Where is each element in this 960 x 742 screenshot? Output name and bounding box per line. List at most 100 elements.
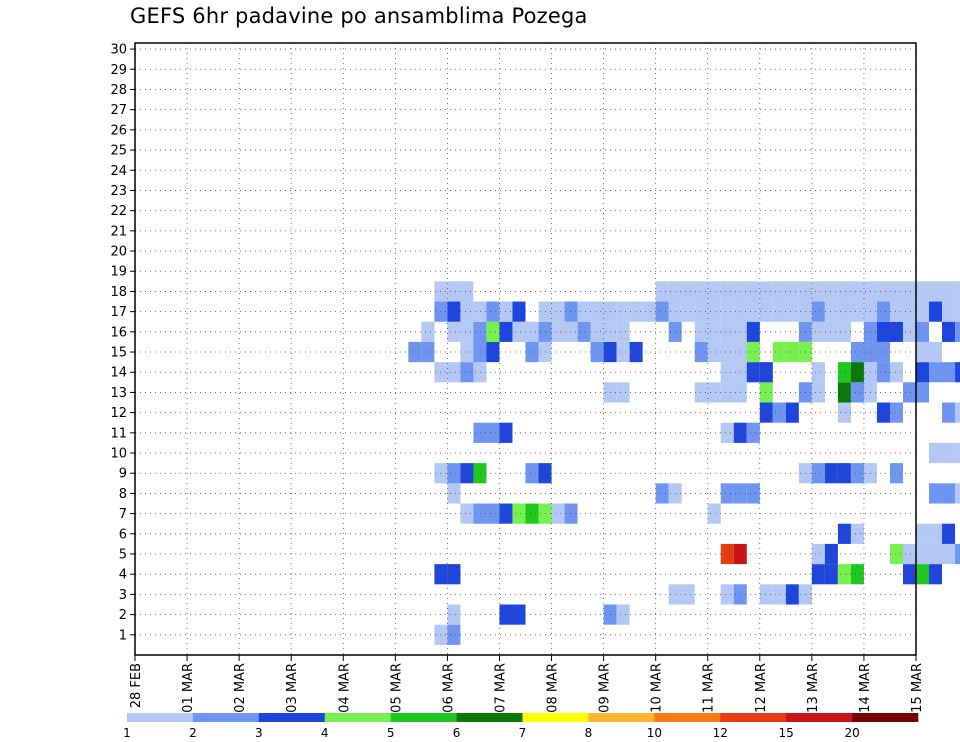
legend-label: 1 — [123, 726, 131, 740]
precip-cell — [850, 301, 864, 322]
grid-layer — [135, 43, 916, 655]
precip-cell — [876, 301, 890, 322]
precip-cell — [772, 402, 786, 423]
precip-cell — [720, 362, 734, 383]
legend-swatch — [456, 713, 523, 722]
precip-cell — [616, 341, 630, 363]
legend-swatch — [852, 713, 919, 722]
precip-cell — [955, 543, 960, 565]
precip-cell — [876, 281, 890, 302]
precip-cell — [785, 281, 799, 302]
precip-cell — [811, 281, 825, 302]
precip-cell — [902, 281, 916, 302]
precip-cell — [720, 422, 734, 443]
precip-cell — [824, 463, 838, 484]
precip-cell — [447, 463, 461, 484]
precip-cell — [720, 584, 734, 605]
y-tick-label: 26 — [110, 123, 127, 138]
precip-cell — [850, 463, 864, 484]
precip-cell — [447, 281, 461, 302]
precip-cell — [916, 523, 930, 544]
y-tick-label: 4 — [119, 568, 127, 583]
y-tick-label: 15 — [110, 346, 127, 361]
precip-cell — [824, 543, 838, 565]
precip-cell — [916, 321, 930, 342]
precip-cell — [720, 382, 734, 403]
precip-cell — [512, 503, 526, 524]
precip-cell — [811, 321, 825, 342]
precip-cell — [759, 281, 773, 302]
precip-cell — [837, 301, 851, 322]
precip-cell — [929, 341, 943, 363]
precip-cell — [473, 422, 487, 443]
y-axis-ticks: 1234567891011121314151617181920212223242… — [110, 43, 135, 643]
legend-label: 7 — [519, 726, 527, 740]
precip-cell — [486, 503, 500, 524]
precip-cell — [929, 483, 943, 504]
precip-cell — [694, 341, 708, 363]
y-tick-label: 2 — [119, 608, 127, 623]
x-tick-label: 04 MAR — [337, 663, 352, 713]
precip-cell — [629, 301, 643, 322]
precip-cell — [746, 483, 760, 504]
precip-cell — [681, 301, 695, 322]
precip-cell — [942, 301, 956, 322]
precip-cell — [955, 483, 960, 504]
precip-cell — [655, 483, 669, 504]
x-tick-label: 10 MAR — [650, 663, 665, 713]
precip-cell — [916, 564, 930, 585]
x-tick-label: 13 MAR — [806, 663, 821, 713]
precip-cell — [942, 281, 956, 302]
precip-cell — [746, 422, 760, 443]
precip-cell — [512, 604, 526, 625]
precip-cell — [447, 604, 461, 625]
precip-cell — [551, 321, 565, 342]
x-tick-label: 01 MAR — [181, 663, 196, 713]
precip-cell — [837, 523, 851, 544]
precip-cell — [837, 463, 851, 484]
x-tick-label: 07 MAR — [493, 663, 508, 713]
precip-cell — [772, 281, 786, 302]
precip-cell — [746, 341, 760, 363]
precip-cell — [850, 281, 864, 302]
precip-cell — [889, 402, 903, 423]
x-tick-label: 28 FEB — [129, 663, 144, 708]
legend-label: 5 — [387, 726, 395, 740]
legend-label: 2 — [189, 726, 197, 740]
x-tick-label: 12 MAR — [754, 663, 769, 713]
y-tick-label: 6 — [119, 527, 127, 542]
legend-label: 12 — [713, 726, 728, 740]
precip-cell — [486, 422, 500, 443]
cells-layer — [408, 281, 960, 645]
precip-cell — [421, 341, 435, 363]
precip-cell — [473, 463, 487, 484]
precip-cell — [447, 483, 461, 504]
precip-cell — [850, 362, 864, 383]
x-tick-label: 09 MAR — [598, 663, 613, 713]
precip-cell — [942, 402, 956, 423]
y-tick-label: 25 — [110, 144, 127, 159]
precip-cell — [694, 281, 708, 302]
precip-cell — [746, 321, 760, 342]
precip-cell — [902, 543, 916, 565]
x-tick-label: 08 MAR — [546, 663, 561, 713]
precip-cell — [629, 341, 643, 363]
precip-cell — [551, 503, 565, 524]
precip-cell — [889, 362, 903, 383]
precip-cell — [720, 483, 734, 504]
precip-cell — [655, 281, 669, 302]
precip-cell — [759, 402, 773, 423]
precip-cell — [916, 281, 930, 302]
precip-cell — [720, 301, 734, 322]
y-tick-label: 1 — [119, 628, 127, 643]
precip-cell — [577, 321, 591, 342]
precip-cell — [447, 624, 461, 645]
precip-cell — [955, 442, 960, 464]
precip-cell — [681, 584, 695, 605]
precip-cell — [447, 564, 461, 585]
precip-cell — [929, 362, 943, 383]
y-tick-label: 30 — [110, 43, 127, 58]
legend-swatch — [588, 713, 655, 722]
precip-cell — [837, 321, 851, 342]
